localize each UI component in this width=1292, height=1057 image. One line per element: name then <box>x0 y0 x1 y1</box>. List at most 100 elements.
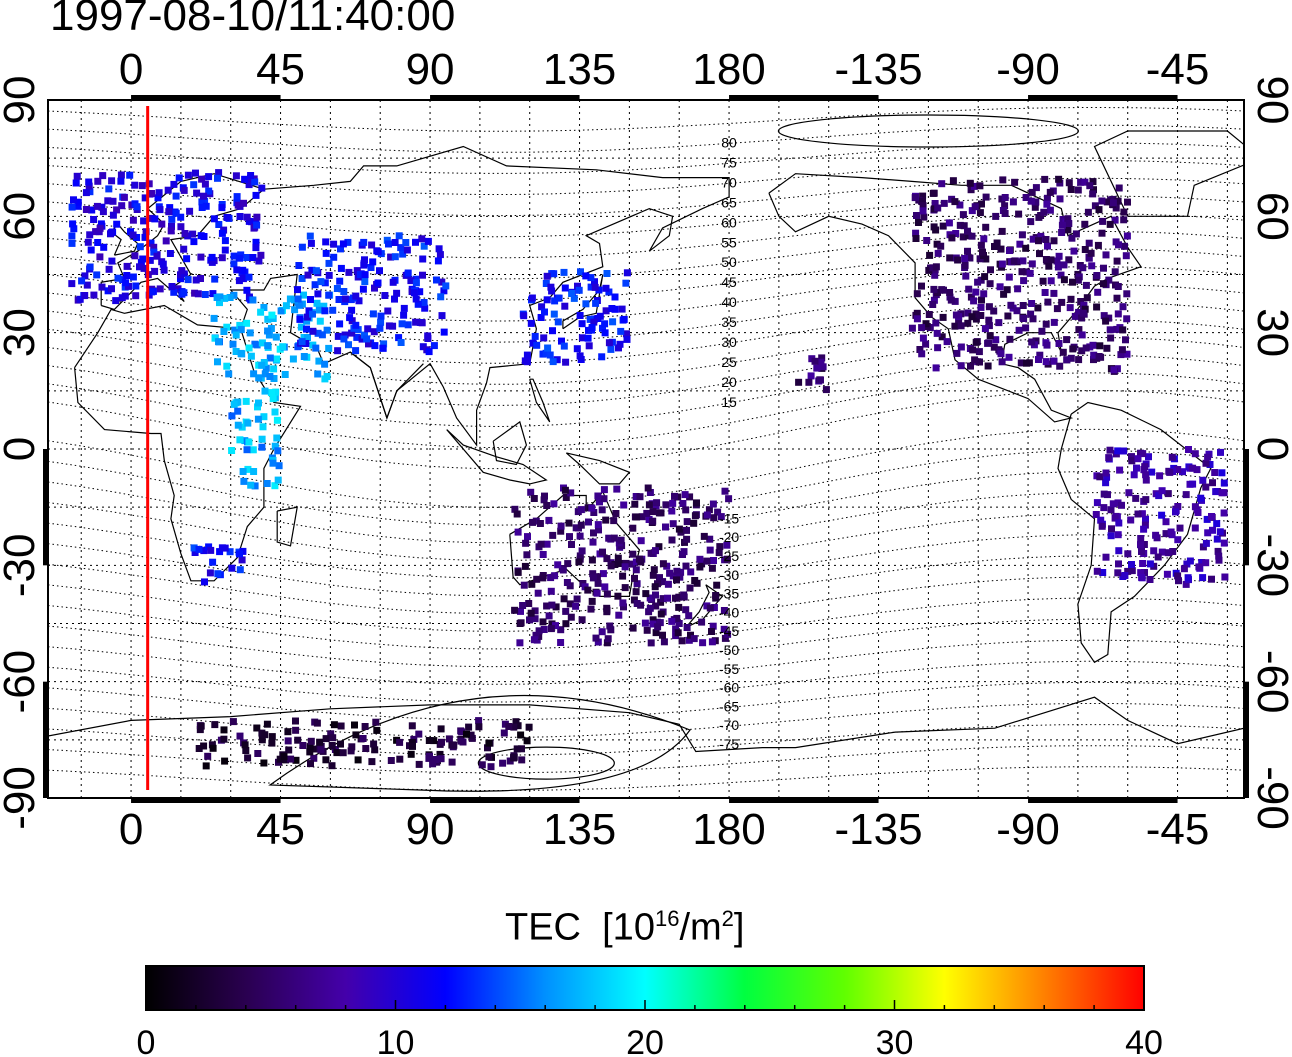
tec-pixel <box>540 334 548 342</box>
tec-pixel <box>620 603 627 611</box>
tec-pixel <box>170 288 178 296</box>
tec-pixel <box>959 211 967 219</box>
tec-pixel <box>1042 236 1050 243</box>
tec-pixel <box>408 739 416 746</box>
tec-pixel <box>348 743 356 751</box>
tec-pixel <box>817 376 824 384</box>
tec-pixel <box>315 306 323 314</box>
tec-pixel <box>359 735 367 742</box>
tec-pixel <box>1119 303 1127 311</box>
tec-pixel <box>980 235 988 243</box>
tec-pixel <box>591 283 599 291</box>
tec-pixel <box>263 480 271 487</box>
tec-pixel <box>341 295 349 303</box>
tec-pixel <box>674 629 682 637</box>
tec-pixel <box>258 339 266 347</box>
tec-pixel <box>601 329 609 337</box>
tec-pixel <box>337 264 345 272</box>
tec-pixel <box>601 320 609 328</box>
tec-pixel <box>976 209 984 217</box>
tec-pixel <box>1050 237 1058 245</box>
tec-pixel <box>1055 340 1063 347</box>
tec-pixel <box>650 566 658 574</box>
tec-pixel <box>616 560 624 567</box>
tec-pixel <box>334 347 342 355</box>
tec-pixel <box>1185 446 1192 453</box>
tec-pixel <box>933 240 941 248</box>
tec-pixel <box>527 488 535 496</box>
tec-pixel <box>1016 240 1024 248</box>
tec-pixel <box>1063 356 1071 364</box>
tec-pixel <box>526 616 533 624</box>
magnetic-latitude-label: -50 <box>719 642 739 658</box>
tec-pixel <box>100 243 108 251</box>
tec-pixel <box>178 267 186 275</box>
tec-pixel <box>1003 286 1011 294</box>
tec-pixel <box>589 570 597 578</box>
tec-pixel <box>947 296 955 304</box>
tec-pixel <box>247 172 255 179</box>
tec-pixel <box>1133 464 1140 472</box>
tec-pixel <box>610 534 618 542</box>
tec-pixel <box>140 264 148 272</box>
tec-pixel <box>721 634 729 642</box>
tec-pixel <box>968 207 976 215</box>
tec-pixel <box>652 547 659 555</box>
tec-pixel <box>195 545 203 553</box>
tec-pixel <box>200 233 208 240</box>
tec-pixel <box>720 607 728 614</box>
tec-pixel <box>1211 469 1219 476</box>
tec-pixel <box>437 725 445 733</box>
tec-pixel <box>276 755 284 763</box>
tec-pixel <box>685 612 693 620</box>
tec-pixel <box>1132 494 1140 502</box>
tec-pixel <box>1114 569 1122 577</box>
tec-pixel <box>1071 312 1079 320</box>
newguinea-coast <box>565 452 631 485</box>
tec-pixel <box>1035 356 1042 363</box>
tec-pixel <box>284 728 292 736</box>
tec-pixel <box>1107 334 1115 342</box>
tec-pixel <box>337 740 344 748</box>
tec-pixel <box>330 253 338 261</box>
tec-pixel <box>632 566 640 574</box>
tec-pixel <box>610 517 618 525</box>
tec-pixel <box>362 745 370 752</box>
tec-pixel <box>577 521 585 529</box>
tec-pixel <box>336 277 344 285</box>
tec-pixel <box>236 254 244 262</box>
tec-pixel <box>235 277 243 285</box>
tec-pixel <box>280 753 288 760</box>
tec-pixel <box>1019 257 1027 265</box>
tec-pixel <box>940 286 947 294</box>
tec-pixel <box>391 295 398 303</box>
tec-pixel <box>410 289 418 297</box>
tec-pixel <box>86 231 94 239</box>
tec-pixel <box>662 523 669 531</box>
tec-pixel <box>1098 522 1106 530</box>
tec-pixel <box>1081 305 1089 313</box>
tec-pixel <box>1152 531 1160 539</box>
tec-pixel <box>560 595 568 603</box>
tec-pixel <box>934 249 942 257</box>
tec-pixel <box>1138 548 1145 555</box>
tec-pixel <box>539 551 547 558</box>
tec-pixel <box>559 566 567 574</box>
tec-pixel <box>1081 178 1089 186</box>
magnetic-latitude-label: -75 <box>719 736 739 752</box>
tec-pixel <box>122 279 130 287</box>
tec-pixel <box>155 189 163 197</box>
bottom-lon-tick-label: -90 <box>996 805 1060 854</box>
tec-pixel <box>932 319 940 327</box>
tec-pixel <box>352 347 360 355</box>
right-lat-tick-label: 90 <box>1248 76 1292 125</box>
tec-pixel <box>656 574 663 582</box>
tec-pixel <box>361 278 369 285</box>
tec-pixel <box>244 754 252 762</box>
tec-pixel <box>575 286 583 294</box>
tec-pixel <box>437 293 445 301</box>
tec-pixel <box>429 760 437 768</box>
tec-pixel <box>306 743 314 751</box>
tec-pixel <box>309 310 316 318</box>
tec-pixel <box>555 294 563 302</box>
